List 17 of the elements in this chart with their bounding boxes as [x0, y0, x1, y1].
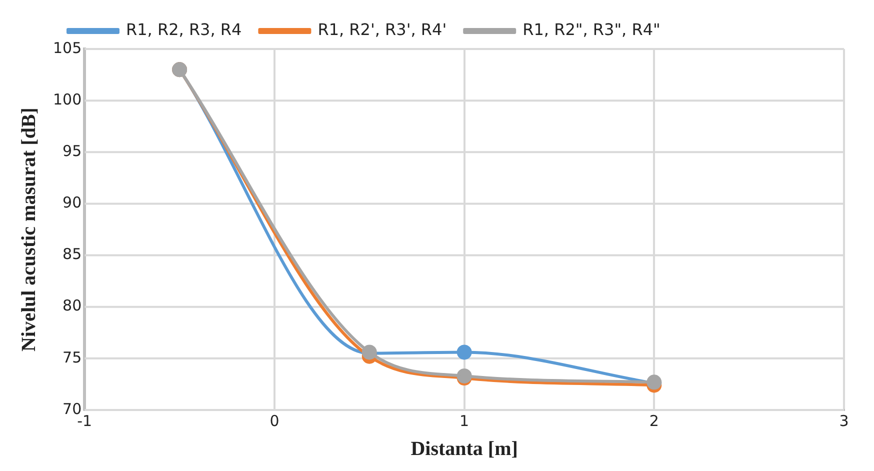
y-tick-label: 95 — [62, 142, 82, 160]
x-tick-label: 2 — [649, 412, 659, 430]
x-tick-label: 1 — [460, 412, 470, 430]
x-tick-label: 0 — [270, 412, 280, 430]
x-tick-label: 3 — [839, 412, 849, 430]
y-tick-label: 100 — [52, 90, 82, 108]
legend-label: R1, R2, R3, R4 — [126, 20, 242, 40]
y-tick-label: 75 — [62, 348, 82, 366]
y-tick-label: 70 — [62, 400, 82, 418]
y-axis-title: Nivelul acustic masurat [dB] — [18, 108, 40, 352]
legend-label: R1, R2", R3", R4" — [522, 20, 660, 40]
y-tick-label: 85 — [62, 245, 82, 264]
y-tick-label: 105 — [52, 38, 82, 57]
legend-label: R1, R2', R3', R4' — [318, 20, 447, 40]
y-tick-label: 80 — [62, 296, 82, 315]
y-tick-label: 90 — [62, 194, 82, 212]
x-axis-title: Distanta [m] — [410, 438, 518, 460]
